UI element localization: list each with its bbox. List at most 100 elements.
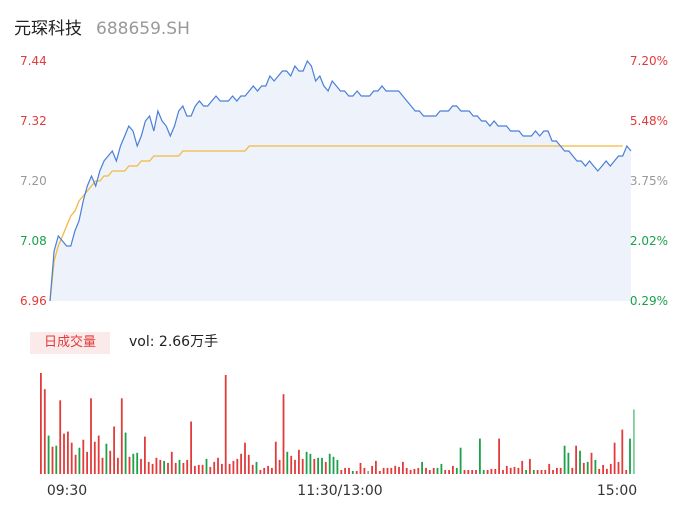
volume-bar — [625, 470, 628, 474]
volume-bar — [301, 458, 304, 474]
volume-bars — [40, 373, 635, 475]
volume-bar — [224, 375, 227, 474]
volume-bar — [190, 421, 192, 474]
volume-bar — [471, 470, 474, 474]
volume-bar — [132, 453, 135, 474]
volume-bar — [594, 459, 597, 474]
volume-bar — [259, 470, 262, 474]
volume-bar — [217, 457, 219, 474]
volume-bar — [525, 470, 527, 474]
volume-bar — [244, 442, 246, 474]
volume-bar — [575, 445, 577, 474]
volume-bar — [567, 452, 570, 474]
volume-bar — [590, 452, 593, 474]
y-tick-label: 7.20 — [20, 174, 47, 188]
volume-bar — [378, 471, 381, 474]
volume-bar — [59, 400, 62, 474]
volume-bar — [563, 445, 566, 474]
volume-bar — [74, 454, 77, 474]
volume-bar — [228, 463, 231, 474]
volume-bar — [494, 468, 497, 474]
volume-bar — [305, 451, 308, 474]
x-tick-label: 11:30/13:00 — [297, 483, 382, 499]
volume-bar — [363, 467, 366, 474]
volume-bar — [120, 398, 123, 475]
price-panel — [49, 59, 632, 302]
volume-bar — [517, 467, 520, 474]
volume-bar — [205, 458, 208, 474]
volume-bar — [382, 467, 385, 474]
y-axis-right: 7.20% 5.48% 3.75% 2.02% 0.29% — [630, 54, 668, 308]
volume-bar — [467, 470, 470, 474]
volume-bar — [440, 463, 443, 474]
volume-bar — [70, 442, 73, 474]
volume-bar — [255, 461, 258, 474]
volume-bar — [455, 467, 458, 474]
volume-bar — [552, 470, 554, 474]
volume-bar — [529, 458, 531, 474]
volume-bar — [340, 470, 343, 474]
volume-bar — [332, 456, 335, 474]
chart-header: 元琛科技 688659.SH — [14, 14, 190, 39]
volume-bar — [502, 470, 504, 474]
volume-bar — [167, 462, 169, 474]
volume-bar — [93, 441, 96, 474]
volume-bar — [571, 467, 574, 474]
volume-bar — [128, 456, 131, 474]
volume-bar — [498, 438, 500, 474]
y-tick-label: 7.44 — [20, 54, 47, 68]
volume-bar — [324, 461, 327, 474]
volume-bar — [444, 470, 447, 474]
y-tick-label-right: 7.20% — [630, 54, 668, 68]
volume-bar — [174, 462, 177, 474]
y-tick-label: 6.96 — [20, 294, 47, 308]
volume-bar — [540, 470, 543, 474]
volume-bar — [232, 460, 235, 474]
volume-bar — [509, 467, 512, 474]
volume-bar — [367, 471, 370, 474]
volume-bar — [609, 463, 612, 474]
volume-bar — [390, 467, 393, 474]
x-tick-label: 15:00 — [597, 483, 637, 499]
volume-bar — [317, 457, 319, 474]
volume-bar — [394, 465, 397, 474]
volume-bar — [298, 449, 300, 474]
volume-bar — [482, 470, 485, 474]
volume-bar — [40, 373, 42, 474]
volume-bar — [47, 435, 50, 474]
average-price-line — [49, 145, 623, 302]
volume-bar — [336, 459, 339, 474]
y-tick-label: 7.32 — [20, 114, 47, 128]
volume-bar — [140, 458, 142, 474]
volume-bar — [348, 467, 350, 474]
volume-bar — [105, 443, 108, 474]
volume-bar — [602, 464, 604, 474]
volume-bar — [321, 457, 323, 474]
volume-bar — [436, 467, 439, 474]
volume-bar — [344, 467, 346, 474]
volume-bar — [425, 467, 427, 474]
volume-bar — [586, 461, 589, 474]
volume-bar — [86, 451, 88, 474]
volume-value: vol: 2.66万手 — [129, 334, 219, 350]
volume-bar — [579, 450, 581, 474]
volume-bar — [313, 458, 316, 474]
volume-bar — [117, 457, 119, 474]
volume-tab[interactable]: 日成交量 — [30, 332, 110, 354]
volume-bar — [97, 435, 100, 474]
volume-bar — [82, 439, 85, 474]
volume-bar — [613, 442, 616, 474]
volume-bar — [240, 453, 242, 474]
volume-bar — [459, 447, 462, 474]
volume-bar — [144, 436, 146, 474]
volume-bar — [124, 432, 127, 474]
volume-bar — [109, 450, 112, 474]
volume-bar — [617, 461, 620, 474]
volume-bar — [67, 431, 69, 474]
volume-bar — [486, 470, 489, 474]
volume-bar — [633, 409, 635, 474]
volume-bar — [170, 451, 173, 474]
volume-bar — [151, 463, 154, 474]
volume-bar — [405, 467, 408, 474]
